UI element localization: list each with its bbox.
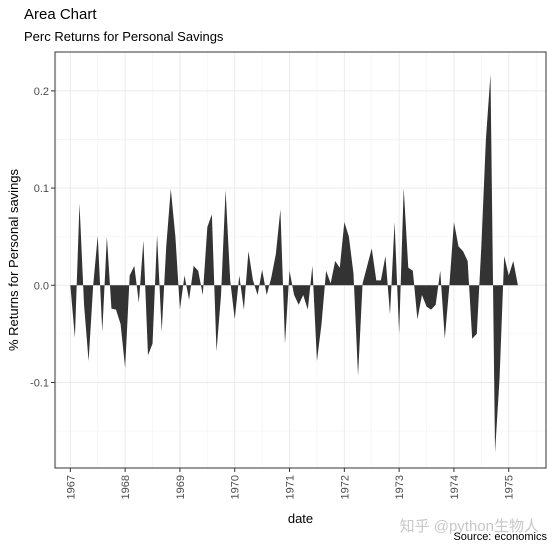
x-tick-label: 1975 xyxy=(504,475,516,499)
y-tick-label: 0.1 xyxy=(34,183,49,195)
x-tick-label: 1970 xyxy=(230,475,242,499)
plot-panel xyxy=(55,52,546,468)
x-tick-label: 1967 xyxy=(65,475,77,499)
y-axis-ticks: -0.1 0.0 0.1 0.2 xyxy=(30,86,55,389)
x-tick-label: 1971 xyxy=(285,475,297,499)
y-axis-title: % Returns for Personal savings xyxy=(6,168,21,351)
x-tick-label: 1969 xyxy=(175,475,187,499)
plot-border xyxy=(54,51,547,469)
minor-gridlines xyxy=(55,52,546,468)
y-tick-label: 0.2 xyxy=(34,86,49,98)
x-tick-label: 1968 xyxy=(120,475,132,499)
chart-subtitle: Perc Returns for Personal Savings xyxy=(24,29,224,44)
x-axis-ticks: 1967 1968 1969 1970 1971 1972 1973 1974 1975 xyxy=(65,468,516,499)
y-tick-label: 0.0 xyxy=(34,280,49,292)
x-tick-label: 1972 xyxy=(339,475,351,499)
chart-caption: Source: economics xyxy=(453,531,547,543)
x-axis-title: date xyxy=(288,511,313,526)
x-tick-label: 1973 xyxy=(394,475,406,499)
chart-title: Area Chart xyxy=(24,6,97,23)
y-tick-label: -0.1 xyxy=(30,377,49,389)
watermark-text: 知乎 @python生物人 xyxy=(399,518,539,535)
x-tick-label: 1974 xyxy=(449,475,461,499)
